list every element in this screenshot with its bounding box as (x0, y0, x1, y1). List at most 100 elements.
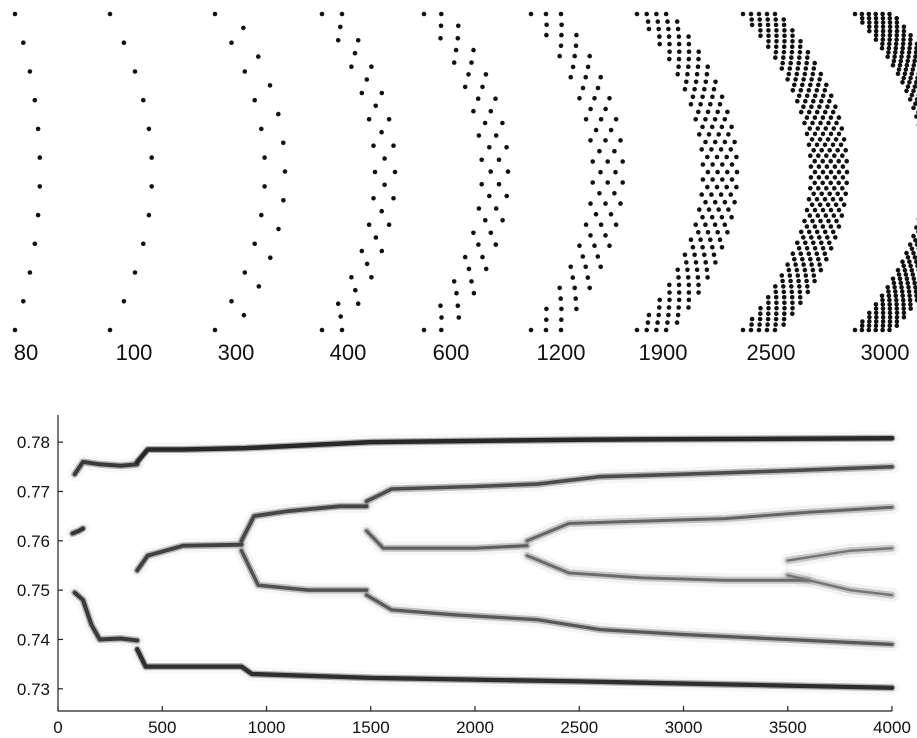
snapshot-dot (880, 327, 885, 333)
snapshot-dot (900, 41, 906, 47)
snapshot-dot (439, 315, 444, 320)
x-tick-label: 1000 (248, 718, 286, 737)
snapshot-dot (816, 256, 821, 262)
snapshot-dot (595, 85, 601, 91)
snapshot-dot (902, 71, 908, 77)
snapshot-dot (911, 62, 917, 68)
snapshot-dot (905, 255, 911, 260)
snapshot-dot (493, 242, 499, 247)
snapshot-dot (268, 255, 273, 260)
snapshot-dot (583, 117, 589, 122)
snapshot-dot (866, 327, 872, 333)
snapshot-dot (766, 33, 771, 39)
snapshot-dot (805, 289, 811, 295)
snapshot-dot (801, 235, 806, 240)
snapshot-dot (572, 53, 577, 59)
snapshot-dot (820, 246, 826, 251)
snapshot-dot (786, 71, 792, 77)
snapshot-dot (482, 120, 488, 126)
snapshot-dot (371, 196, 376, 201)
snapshot-dot (476, 242, 481, 247)
snapshot-dot (773, 289, 779, 295)
snapshot-dot (719, 245, 725, 250)
snapshot-dot (686, 34, 691, 39)
snapshot-dot (711, 86, 717, 92)
snapshot-dot (132, 270, 138, 275)
snapshot-dot (782, 28, 787, 33)
snapshot-dot (887, 24, 893, 30)
snapshot-dot (740, 11, 746, 17)
snapshot-1900: 1900 (634, 11, 740, 365)
snapshot-dot (656, 312, 661, 318)
snapshot-dot (840, 153, 845, 158)
snapshot-dot (828, 115, 834, 120)
snapshot-dot (887, 15, 893, 21)
snapshot-dot (613, 169, 618, 175)
snapshot-dot (765, 44, 771, 49)
snapshot-dot (804, 224, 810, 229)
snapshot-dot (634, 327, 640, 333)
snapshot-dot (726, 132, 731, 137)
snapshot-dot (825, 235, 830, 240)
snapshot-dot (906, 50, 912, 55)
snapshot-dot (832, 164, 838, 169)
y-tick-label: 0.75 (17, 581, 50, 600)
snapshot-dot (867, 314, 872, 320)
snapshot-dot (781, 22, 787, 28)
snapshot-dot (790, 300, 795, 306)
snapshot-dot (843, 148, 848, 153)
snapshot-dot (886, 50, 891, 55)
snapshot-dot (241, 312, 247, 318)
snapshot-dot (774, 28, 779, 33)
snapshot-dot (462, 254, 468, 260)
snapshot-label: 400 (330, 340, 367, 365)
snapshot-dot (879, 293, 885, 299)
snapshot-dot (765, 17, 770, 22)
snapshot-dot (901, 37, 906, 42)
snapshot-dot (860, 319, 865, 324)
snapshot-dot (603, 233, 608, 238)
snapshot-dot (693, 117, 698, 122)
snapshot-dot (816, 186, 821, 191)
snapshot-dot (814, 142, 820, 148)
snapshot-dot (373, 103, 379, 109)
snapshot-dot (908, 302, 913, 307)
snapshot-dot (212, 11, 218, 17)
x-tick-label: 0 (53, 718, 62, 737)
snapshot-label: 600 (433, 340, 470, 365)
snapshot-dot (887, 28, 893, 34)
snapshot-dot (607, 96, 612, 101)
snapshot-dot (149, 184, 154, 189)
snapshot-dot (774, 305, 779, 311)
snapshot-dot (808, 82, 813, 88)
snapshot-dot (319, 327, 325, 333)
snapshot-dot (809, 202, 815, 207)
snapshot-dot (886, 293, 892, 299)
snapshot-dot (812, 246, 818, 251)
snapshot-dot (781, 289, 787, 295)
snapshot-dot (544, 306, 549, 312)
snapshot-dot (835, 191, 840, 197)
snapshot-dot (780, 60, 785, 66)
snapshot-dot (559, 32, 564, 38)
snapshot-dot (663, 11, 669, 17)
snapshot-dot (787, 273, 793, 278)
snapshot-dot (907, 97, 913, 102)
snapshot-dot (719, 94, 725, 100)
x-tick-label: 3500 (769, 718, 807, 737)
y-tick-label: 0.73 (17, 680, 50, 699)
snapshot-dot (717, 102, 723, 107)
snapshot-dot (812, 93, 818, 99)
snapshot-dot (487, 145, 492, 150)
snapshot-dot (912, 84, 917, 89)
snapshot-dot (832, 153, 837, 158)
snapshot-dot (32, 97, 38, 103)
snapshot-dot (811, 273, 817, 278)
snapshot-dot (867, 20, 872, 25)
snapshot-dot (843, 191, 848, 197)
snapshot-dot (608, 212, 614, 217)
snapshot-dot (708, 102, 713, 107)
snapshot-dot (887, 33, 893, 38)
snapshot-dot (859, 323, 865, 329)
snapshot-dot (487, 193, 492, 199)
